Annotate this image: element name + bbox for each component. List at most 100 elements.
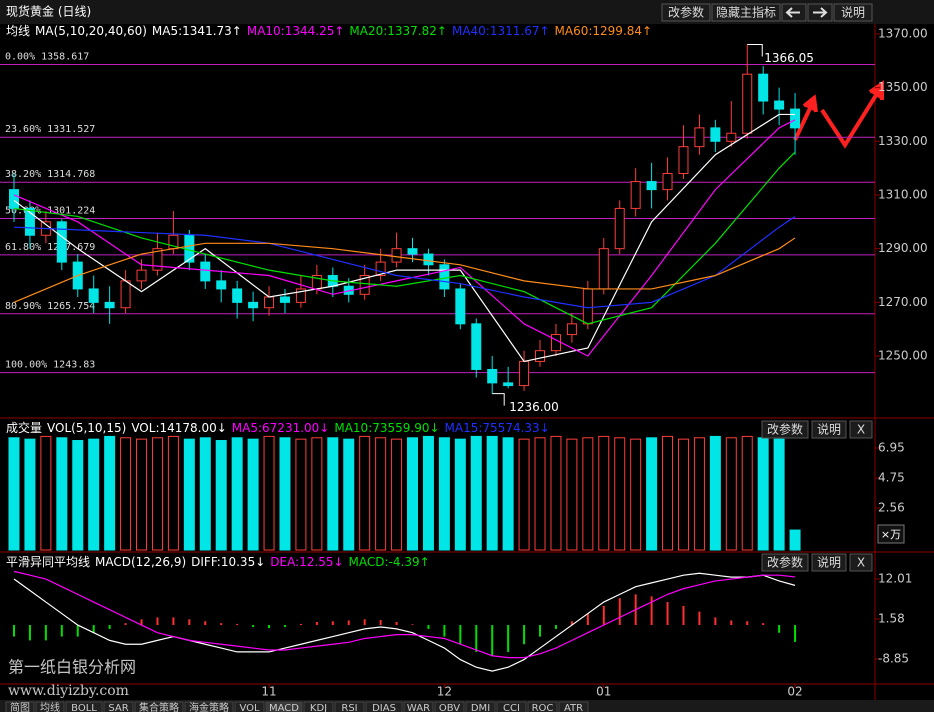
window-title: 现货黄金 (日线) (6, 4, 91, 19)
button-label: X (857, 556, 865, 570)
volume-bar (72, 440, 84, 551)
volume-bar (677, 438, 689, 551)
tab[interactable]: VOL (234, 701, 265, 712)
candle-body (487, 368, 498, 384)
tab[interactable]: 简图 (5, 701, 35, 712)
volume-bar (422, 435, 434, 551)
tab-frame (234, 701, 265, 712)
unit-button: ×万 (877, 524, 905, 544)
button[interactable]: 改参数 (761, 420, 809, 439)
tab[interactable]: MACD (265, 701, 303, 712)
tab-frame (403, 701, 434, 712)
fib-label: 50.00% 1301.224 (5, 206, 95, 217)
button-frame (661, 3, 711, 22)
tab[interactable]: ATR (558, 701, 589, 712)
volume-bar (502, 437, 514, 551)
watermark-name: 第一纸白银分析网 (8, 658, 136, 677)
tab-frame (184, 701, 234, 712)
y-tick-label: 1350.00 (878, 80, 928, 94)
candle-body (88, 288, 99, 303)
candle-body (152, 248, 163, 271)
button-label: 说明 (817, 422, 841, 437)
ma-line (13, 215, 796, 309)
tab[interactable]: RSI (334, 701, 365, 712)
fib-value: 1314.768 (47, 169, 95, 180)
legend-item: MA10:73559.90↓ (334, 421, 439, 435)
x-tick-label: 01 (596, 685, 611, 699)
fib-percent: 80.90% (5, 301, 41, 312)
button[interactable]: 说明 (811, 420, 847, 439)
tab-frame (303, 701, 334, 712)
legend-item: 均线 (6, 24, 30, 38)
candle-body (24, 207, 35, 236)
volume-bar (295, 438, 307, 551)
tab-frame (265, 701, 303, 712)
fib-percent: 61.80% (5, 242, 41, 253)
volume-bar (534, 437, 546, 551)
volume-bar (263, 435, 275, 551)
button[interactable]: 改参数 (761, 553, 809, 572)
candle-body (359, 275, 370, 295)
button[interactable]: 改参数 (661, 3, 711, 22)
button[interactable]: 隐藏主指标 (711, 3, 781, 22)
candle-body (742, 73, 753, 134)
volume-bar (359, 435, 371, 551)
tab[interactable]: DIAS (365, 701, 403, 712)
tab[interactable]: KDJ (303, 701, 334, 712)
y-tick-label: -8.85 (878, 651, 909, 665)
volume-bar (40, 435, 52, 551)
volume-bar (167, 435, 179, 551)
candle-body (375, 261, 386, 277)
y-tick-label: 1330.00 (878, 134, 928, 148)
watermark-url: www.diyizby.com (8, 683, 129, 699)
button[interactable]: X (849, 553, 873, 572)
candle-body (391, 248, 402, 263)
tab[interactable]: OBV (434, 701, 465, 712)
fib-value: 1265.754 (47, 301, 95, 312)
volume-bar (104, 435, 116, 551)
ma-line (13, 237, 796, 303)
tab-frame (365, 701, 403, 712)
fib-label: 0.00% 1358.617 (5, 51, 89, 62)
volume-bar (343, 438, 355, 551)
button-frame (849, 553, 873, 572)
tab[interactable]: ROC (527, 701, 558, 712)
tab-label: 集合策略 (139, 701, 179, 712)
tab[interactable]: 均线 (35, 701, 65, 712)
tab-frame (35, 701, 65, 712)
candle-body (439, 264, 450, 290)
nav-left[interactable] (781, 3, 807, 22)
fib-value: 1243.83 (53, 360, 95, 371)
tab[interactable]: BOLL (65, 701, 103, 712)
y-tick-label: 2.56 (878, 501, 905, 515)
volume-bar (231, 437, 243, 551)
button[interactable]: 说明 (833, 3, 873, 22)
tab[interactable]: 海金策略 (184, 701, 234, 712)
tab[interactable]: 集合策略 (134, 701, 184, 712)
tab[interactable]: CCI (496, 701, 527, 712)
button-frame (811, 420, 847, 439)
tab[interactable]: WAR (403, 701, 434, 712)
unit-frame (877, 524, 905, 544)
y-tick-label: 4.75 (878, 471, 905, 485)
tab[interactable]: SAR (103, 701, 134, 712)
button[interactable]: 说明 (811, 553, 847, 572)
x-tick-label: 11 (261, 685, 276, 699)
nav-right[interactable] (807, 3, 833, 22)
fib-percent: 0.00% (5, 51, 35, 62)
tab[interactable]: DMI (465, 701, 496, 712)
candle-body (582, 288, 593, 325)
volume-bar (741, 435, 753, 551)
button[interactable]: X (849, 420, 873, 439)
candle-body (200, 261, 211, 282)
candle-body (104, 301, 115, 309)
candle-body (614, 207, 625, 250)
legend-item: MA5:1341.73↑ (152, 24, 242, 38)
fib-percent: 38.20% (5, 169, 41, 180)
volume-bar (598, 435, 610, 551)
volume-bar (136, 438, 148, 551)
fib-label: 80.90% 1265.754 (5, 301, 95, 312)
volume-bar (646, 437, 658, 551)
volume-bar (151, 437, 163, 551)
